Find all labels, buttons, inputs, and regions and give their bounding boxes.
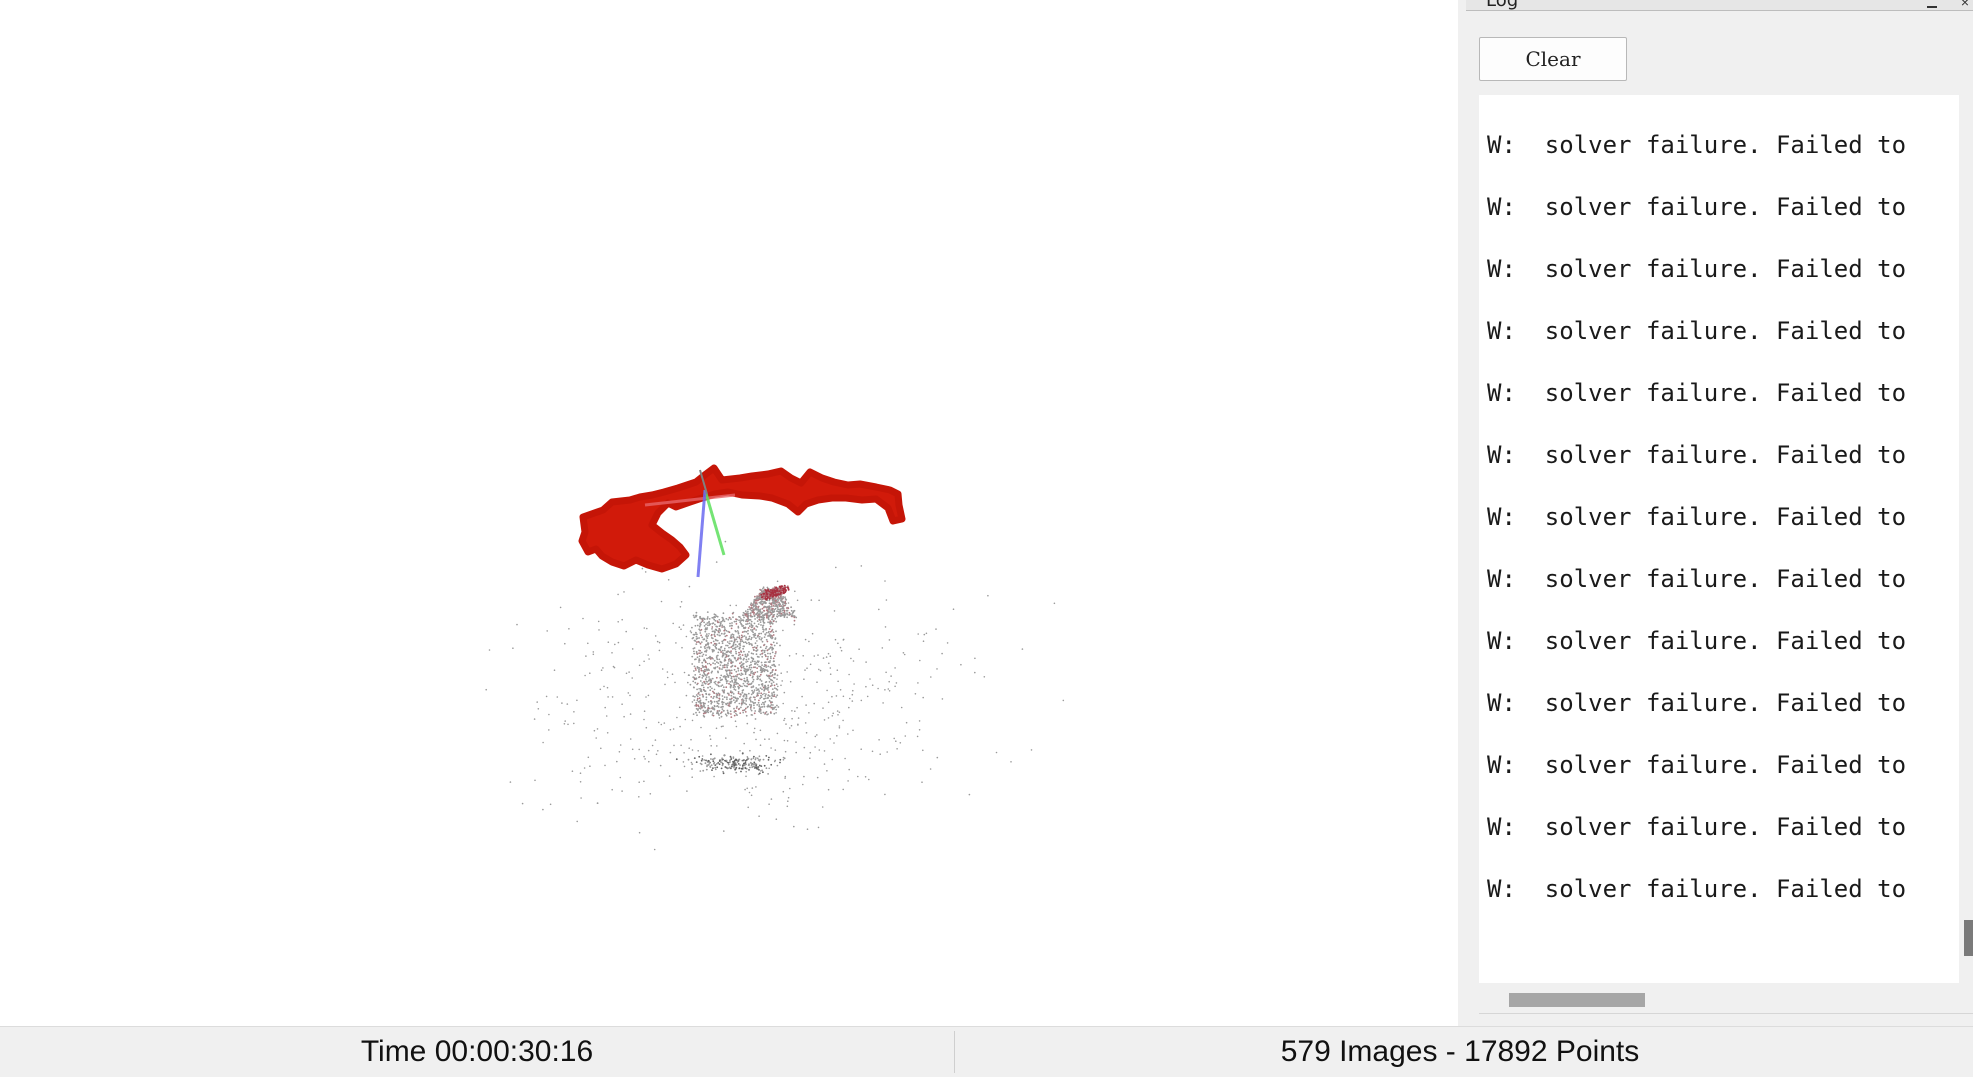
close-icon[interactable]: × [1960, 0, 1969, 10]
log-line: W: solver failure. Failed to [1487, 813, 1907, 841]
log-dock-panel: Log × Clear W: solver failure. Failed to… [1458, 0, 1973, 1026]
log-line: W: solver failure. Failed to [1487, 751, 1907, 779]
axis-x [644, 493, 736, 507]
log-vertical-scrollbar[interactable] [1959, 95, 1973, 983]
vertical-scroll-handle[interactable] [1964, 920, 1973, 956]
log-output-area[interactable]: W: solver failure. Failed to W: solver fa… [1479, 95, 1959, 983]
log-line: W: solver failure. Failed to [1487, 627, 1907, 655]
3d-reconstruction-viewport[interactable] [0, 0, 1458, 1026]
log-line: W: solver failure. Failed to [1487, 193, 1907, 221]
status-divider [954, 1031, 955, 1073]
elapsed-time-label: Time 00:00:30:16 [360, 1035, 594, 1068]
log-line: W: solver failure. Failed to [1487, 317, 1907, 345]
log-horizontal-scrollbar[interactable] [1479, 983, 1959, 1013]
horizontal-scroll-handle[interactable] [1509, 993, 1645, 1007]
log-line: W: solver failure. Failed to [1487, 503, 1907, 531]
log-line: W: solver failure. Failed to [1487, 379, 1907, 407]
camera-trajectory [578, 464, 906, 573]
log-line: W: solver failure. Failed to [1487, 255, 1907, 283]
float-icon[interactable] [1927, 0, 1937, 8]
log-line: W: solver failure. Failed to [1487, 565, 1907, 593]
reconstruction-stats-label: 579 Images - 17892 Points [1280, 1035, 1640, 1068]
axis-y [703, 489, 726, 556]
log-line: W: solver failure. Failed to [1487, 689, 1907, 717]
log-line: W: solver failure. Failed to [1487, 875, 1907, 903]
point-cloud-scene [485, 464, 1065, 851]
axis-gray [699, 469, 708, 495]
log-panel-title: Log [1486, 0, 1519, 11]
dock-divider [1479, 1013, 1973, 1014]
log-line: W: solver failure. Failed to [1487, 131, 1907, 159]
sparse-point-cloud [485, 540, 1065, 851]
log-dock-title-bar[interactable]: Log × [1466, 0, 1973, 11]
log-line: W: solver failure. Failed to [1487, 441, 1907, 469]
axis-z [696, 489, 707, 578]
status-bar: Time 00:00:30:16 579 Images - 17892 Poin… [0, 1026, 1973, 1077]
clear-log-button[interactable]: Clear [1479, 37, 1627, 81]
